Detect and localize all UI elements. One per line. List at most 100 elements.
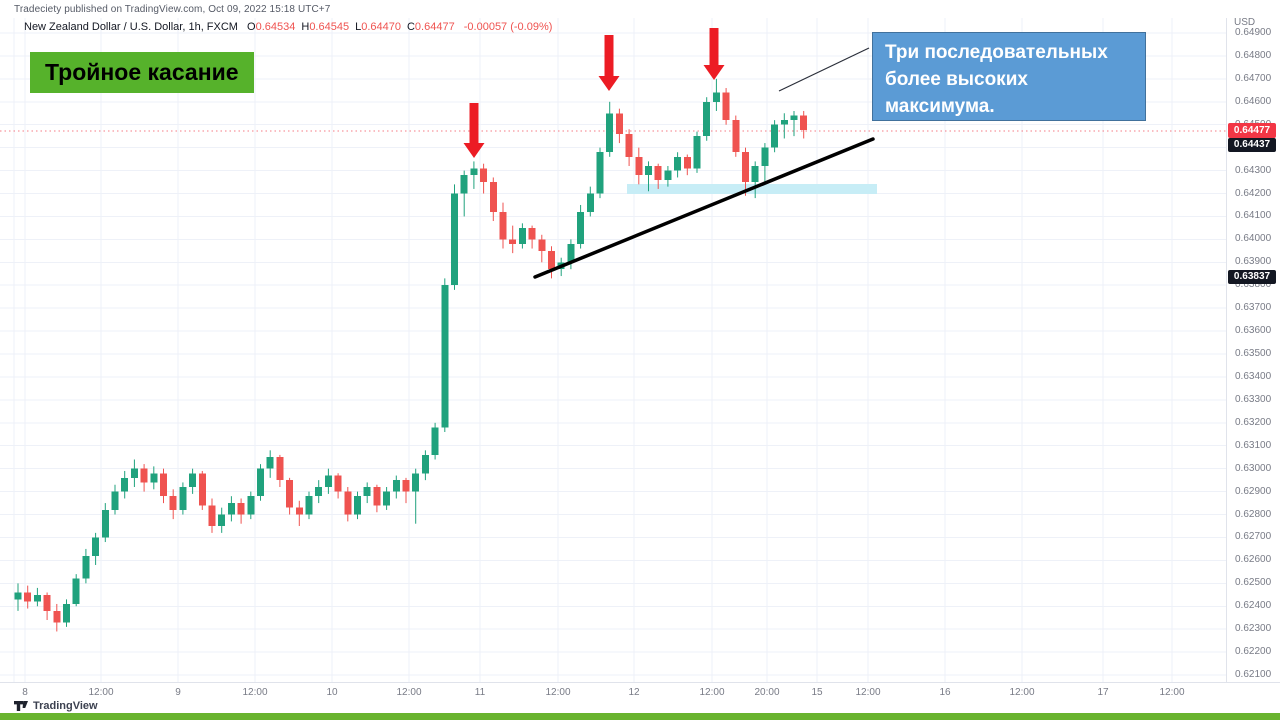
candle-body xyxy=(43,594,51,611)
symbol-title: New Zealand Dollar / U.S. Dollar, 1h, FX… xyxy=(24,21,238,33)
down-arrow-annotation xyxy=(703,28,725,80)
time-tick-label: 11 xyxy=(474,687,486,698)
candle-body xyxy=(344,491,352,515)
candle-body xyxy=(324,475,332,488)
time-tick-label: 17 xyxy=(1097,687,1109,698)
candle-body xyxy=(606,113,614,153)
price-tick-label: 0.64900 xyxy=(1235,27,1272,38)
ohlc-value: 0.64470 xyxy=(361,21,401,33)
time-tick-label: 12:00 xyxy=(1009,687,1035,698)
candle-body xyxy=(227,503,235,515)
down-arrow-annotation xyxy=(463,103,485,158)
ohlc-key: O xyxy=(247,21,256,33)
price-tick-label: 0.62500 xyxy=(1235,577,1272,589)
candle-body xyxy=(421,454,429,474)
price-tick-label: 0.64600 xyxy=(1235,95,1272,107)
time-tick-label: 15 xyxy=(811,687,823,698)
down-arrow-annotation xyxy=(598,35,620,91)
price-tick-label: 0.62700 xyxy=(1235,531,1272,543)
candle-body xyxy=(92,537,100,556)
time-tick-label: 20:00 xyxy=(754,687,780,698)
candle-body xyxy=(383,491,391,506)
price-tick-label: 0.63600 xyxy=(1235,325,1272,337)
time-tick-label: 8 xyxy=(22,687,28,698)
candle-body xyxy=(567,243,575,263)
price-tick-label: 0.63500 xyxy=(1235,348,1272,360)
tradingview-icon xyxy=(14,701,28,711)
price-tick-label: 0.63900 xyxy=(1235,256,1272,268)
candle-body xyxy=(480,168,488,183)
candle-body xyxy=(276,457,284,481)
candle-body xyxy=(363,487,371,497)
price-tick-label: 0.63000 xyxy=(1235,462,1272,474)
price-tick-label: 0.64300 xyxy=(1235,164,1272,176)
candle-body xyxy=(703,101,711,137)
price-tick-label: 0.64000 xyxy=(1235,233,1272,245)
candle-body xyxy=(674,156,682,171)
ohlc-key: H xyxy=(301,21,310,33)
time-tick-label: 12:00 xyxy=(396,687,422,698)
candle-body xyxy=(33,594,41,602)
candle-body xyxy=(489,182,497,212)
price-axis[interactable]: 0.649000.648000.647000.646000.645000.644… xyxy=(1226,18,1280,682)
candle-body xyxy=(732,120,740,153)
candle-body xyxy=(72,578,80,604)
candle-body xyxy=(237,503,245,515)
candle-body xyxy=(451,193,458,286)
candle-body xyxy=(130,468,138,478)
candle-body xyxy=(402,480,410,492)
price-axis-currency: USD xyxy=(1234,17,1256,28)
candle-body xyxy=(266,457,274,469)
price-tick-label: 0.64100 xyxy=(1235,210,1272,222)
candle-body xyxy=(499,211,507,240)
symbol-legend[interactable]: New Zealand Dollar / U.S. Dollar, 1h, FX… xyxy=(24,21,552,33)
price-tick-label: 0.63700 xyxy=(1235,302,1272,314)
ohlc-value: 0.64534 xyxy=(255,21,296,33)
time-tick-label: 12:00 xyxy=(699,687,725,698)
tradingview-logo-text: TradingView xyxy=(33,700,98,712)
candle-body xyxy=(509,239,517,244)
candle-body xyxy=(683,156,691,169)
candle-body xyxy=(586,193,594,212)
time-tick-label: 12:00 xyxy=(1159,687,1185,698)
candle-body xyxy=(460,175,468,194)
candle-body xyxy=(295,507,303,515)
time-tick-label: 16 xyxy=(939,687,951,698)
candle-body xyxy=(198,473,206,506)
candle-body xyxy=(538,239,546,251)
candle-body xyxy=(140,468,148,483)
candle-body xyxy=(761,147,769,166)
price-badge-dark: 0.64437 xyxy=(1228,138,1276,152)
candle-body xyxy=(121,477,129,492)
candle-body xyxy=(800,115,808,130)
time-tick-label: 9 xyxy=(175,687,181,698)
time-tick-label: 12:00 xyxy=(242,687,268,698)
ohlc-key: C xyxy=(406,21,415,33)
candle-body xyxy=(780,120,788,125)
price-tick-label: 0.62300 xyxy=(1235,623,1272,635)
candle-body xyxy=(82,555,90,579)
candle-body xyxy=(441,285,449,428)
candle-body xyxy=(615,113,623,134)
price-tick-label: 0.64200 xyxy=(1235,187,1272,199)
candle-body xyxy=(693,136,701,169)
candle-body xyxy=(257,468,264,497)
candle-body xyxy=(53,610,61,623)
attribution-text: Tradeciety published on TradingView.com,… xyxy=(14,4,331,15)
time-tick-label: 12:00 xyxy=(545,687,571,698)
time-tick-label: 10 xyxy=(326,687,338,698)
candle-body xyxy=(373,487,381,506)
candle-body xyxy=(354,496,361,515)
change-value: -0.00057 (-0.09%) xyxy=(463,21,553,33)
time-tick-label: 12 xyxy=(628,687,640,698)
price-tick-label: 0.62200 xyxy=(1235,646,1272,658)
candle-body xyxy=(664,170,672,180)
time-axis[interactable]: 8 12:00 9 12:00 10 12:00 11 12:00 12 12:00 20:00 15… xyxy=(0,682,1280,701)
tradingview-logo[interactable]: TradingView xyxy=(14,699,98,713)
price-tick-label: 0.63400 xyxy=(1235,370,1272,382)
bottom-green-bar xyxy=(0,713,1280,720)
candle-body xyxy=(577,211,585,244)
candle-body xyxy=(596,152,604,194)
